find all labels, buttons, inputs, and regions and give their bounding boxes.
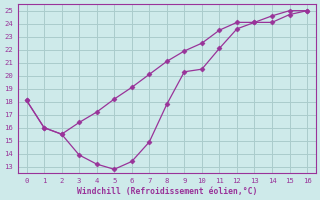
X-axis label: Windchill (Refroidissement éolien,°C): Windchill (Refroidissement éolien,°C) <box>76 187 257 196</box>
